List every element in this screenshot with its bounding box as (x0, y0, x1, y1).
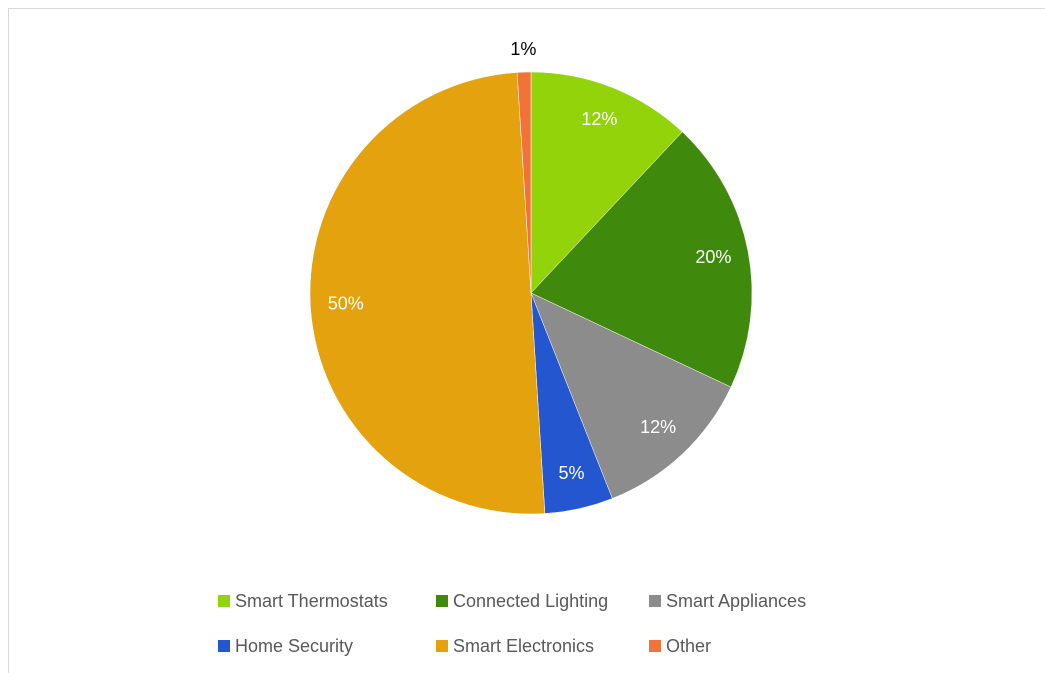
data-label: 12% (581, 109, 617, 129)
legend-label: Smart Electronics (453, 636, 594, 656)
legend-swatch (436, 640, 448, 652)
legend-swatch (649, 640, 661, 652)
legend-swatch (218, 595, 230, 607)
pie-slice (530, 292, 732, 499)
data-label: 1% (510, 39, 536, 59)
data-label: 5% (558, 463, 584, 483)
legend-swatch (436, 595, 448, 607)
legend-swatch (218, 640, 230, 652)
pie-slice (516, 71, 532, 294)
data-label: 50% (328, 293, 364, 313)
pie-slice (309, 72, 546, 515)
data-label: 12% (640, 417, 676, 437)
legend-label: Home Security (235, 636, 353, 656)
pie-slice (530, 131, 753, 388)
data-label: 20% (695, 247, 731, 267)
legend-label: Connected Lighting (453, 591, 608, 611)
legend-label: Smart Thermostats (235, 591, 388, 611)
legend-swatch (649, 595, 661, 607)
legend-label: Smart Appliances (666, 591, 806, 611)
legend-label: Other (666, 636, 711, 656)
pie-slice (530, 71, 683, 294)
